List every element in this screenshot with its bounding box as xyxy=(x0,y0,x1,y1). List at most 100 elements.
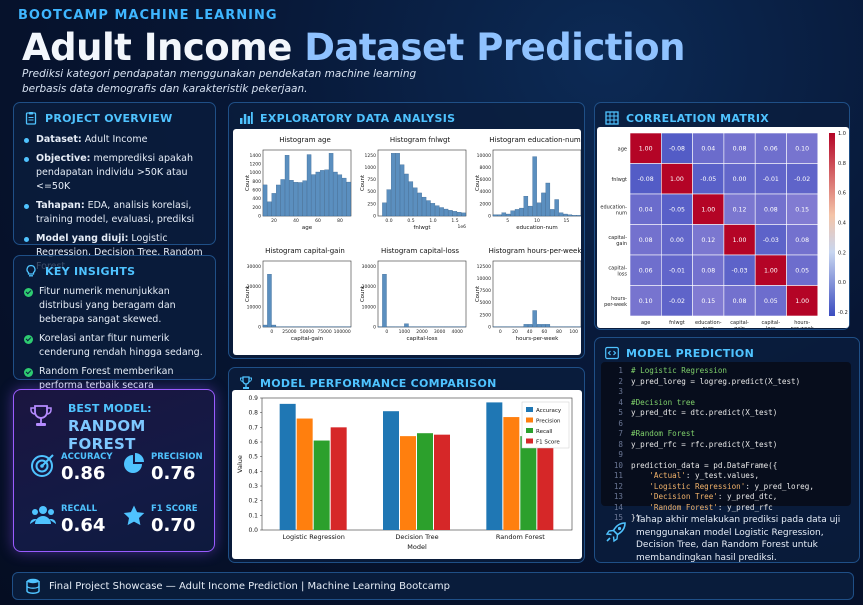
metric-accuracy-label: ACCURACY xyxy=(61,452,113,462)
correlation-title: CORRELATION MATRIX xyxy=(626,111,770,125)
heatmap-cell xyxy=(723,285,756,317)
code-line: 14 'Random Forest': y_pred_rfc xyxy=(607,503,851,514)
heatmap-value: -0.03 xyxy=(732,267,748,274)
hist-bar xyxy=(315,171,321,217)
hist-bar xyxy=(280,179,285,217)
heatmap-value: 0.06 xyxy=(639,267,653,274)
heatmap-cell xyxy=(754,163,787,195)
col-label: age xyxy=(641,320,650,326)
x-tick: 4000 xyxy=(451,329,463,335)
heatmap-cell xyxy=(786,163,819,195)
hist-bar xyxy=(408,181,414,217)
y-tick: 0.6 xyxy=(248,439,258,446)
y-tick: 0.3 xyxy=(248,483,258,490)
heatmap-value: 0.08 xyxy=(733,298,747,305)
metric-accuracy: ACCURACY 0.86 xyxy=(30,452,112,484)
heatmap-cell xyxy=(754,254,787,286)
code-token: : y_pred_dtc, xyxy=(717,492,778,501)
hist-bar xyxy=(293,182,299,217)
y-tick: 10000 xyxy=(247,304,261,310)
x-tick: 75000 xyxy=(317,329,331,335)
x-tick: 20 xyxy=(271,218,277,224)
heatmap-value: 0.12 xyxy=(733,206,747,213)
best-model-name: RANDOM FOREST xyxy=(68,417,146,453)
x-tick: 80 xyxy=(556,329,562,335)
colorbar-tick: -0.2 xyxy=(838,310,848,316)
correlation-header: CORRELATION MATRIX xyxy=(605,111,769,125)
hist-bar xyxy=(536,324,542,328)
overview-item-label: Tahapan: xyxy=(36,200,85,211)
heatmap-value: 0.05 xyxy=(795,267,809,274)
col-label: hours- xyxy=(794,320,810,326)
x-tick: 1000 xyxy=(399,329,411,335)
col-label: capital- xyxy=(762,320,781,326)
code-line: 12 'Logistic Regression': y_pred_loreg, xyxy=(607,482,851,493)
hist-bar xyxy=(404,323,409,328)
heatmap-cell xyxy=(661,224,693,256)
overview-item-text: Adult Income xyxy=(81,134,148,145)
hist-bar xyxy=(532,156,537,217)
y-tick: 500 xyxy=(367,189,376,195)
bar-recall xyxy=(417,433,433,530)
hist-bar xyxy=(395,153,400,217)
x-tick: 60 xyxy=(315,218,321,224)
hist-bar xyxy=(492,214,498,217)
prediction-header: MODEL PREDICTION xyxy=(605,346,754,360)
metric-precision-value: 0.76 xyxy=(151,463,196,484)
project-overview-header: PROJECT OVERVIEW xyxy=(24,111,173,125)
hist-bar xyxy=(346,181,351,217)
y-tick: 0 xyxy=(488,214,491,220)
code-token: #Decision tree xyxy=(631,397,696,407)
hist-bar xyxy=(452,211,458,217)
metric-recall: RECALL 0.64 xyxy=(30,504,105,536)
overview-item-label: Model yang diuji: xyxy=(36,233,129,244)
heatmap-value: -0.01 xyxy=(763,176,779,183)
histogram-grid: Histogram age 0 200 400 600 800 1000 1200 1400 20… xyxy=(233,129,582,355)
heatmap-value: 1.00 xyxy=(639,145,653,152)
heatmap-value: 1.00 xyxy=(670,176,684,183)
x-label: hours-per-week xyxy=(516,336,559,342)
project-overview-title: PROJECT OVERVIEW xyxy=(45,111,173,125)
heatmap-value: 1.00 xyxy=(701,206,715,213)
line-number: 3 xyxy=(618,387,623,396)
histogram-svg: Histogram age020040060080010001200140020… xyxy=(245,136,582,342)
x-label: age xyxy=(302,225,313,231)
metric-precision: PRECISION 0.76 xyxy=(122,452,203,484)
x-tick: 1.0 xyxy=(429,218,436,224)
y-tick: 2500 xyxy=(480,312,492,318)
code-line: 2 y_pred_loreg = logreg.predict(X_test) xyxy=(607,377,851,388)
line-number: 10 xyxy=(613,460,623,470)
insight-item: Fitur numerik menunjukkan distribusi yan… xyxy=(24,285,207,327)
hist-bar xyxy=(448,210,453,217)
database-icon xyxy=(26,578,40,594)
footer-text: Final Project Showcase — Adult Income Pr… xyxy=(49,580,450,592)
clipboard-icon xyxy=(25,112,37,125)
x-label: education-num xyxy=(516,225,558,231)
title-part-1: Adult Income xyxy=(22,26,292,69)
histogram-4: Histogram capital-loss 0 10000 20000 30000 0 1… xyxy=(360,247,467,342)
overview-item-text: EDA, analisis korelasi, training model, … xyxy=(36,200,195,225)
x-tick: 60 xyxy=(541,329,547,335)
heatmap-cell xyxy=(629,285,662,317)
metric-f1-label: F1 SCORE xyxy=(151,504,198,514)
correlation-heatmap: 1.00 -0.08 0.04 0.08 0.06 0.10 -0.08 1.00 -0.05 0… xyxy=(597,127,849,332)
heatmap-cell xyxy=(692,132,725,164)
line-number: 11 xyxy=(613,471,623,480)
x-label: capital-loss xyxy=(406,336,437,342)
y-tick: 20000 xyxy=(247,284,261,290)
y-tick: 10000 xyxy=(477,153,491,159)
bar-precision xyxy=(296,418,313,530)
x-tick: 0.0 xyxy=(385,218,392,224)
line-number: 8 xyxy=(618,439,623,449)
y-tick: 12500 xyxy=(477,264,491,270)
x-tick: Decision Tree xyxy=(395,533,438,541)
eda-title: EXPLORATORY DATA ANALYSIS xyxy=(260,111,456,125)
histogram-title: Histogram capital-loss xyxy=(381,247,459,255)
eda-panel: EXPLORATORY DATA ANALYSIS Histogram age 0… xyxy=(228,102,585,359)
histogram-title: Histogram fnlwgt xyxy=(390,136,451,144)
heatmap-value: 0.08 xyxy=(795,237,809,244)
footer: Final Project Showcase — Adult Income Pr… xyxy=(12,572,854,600)
hist-bar xyxy=(333,171,338,217)
rocket-icon xyxy=(605,522,626,543)
hist-bar xyxy=(320,170,325,217)
